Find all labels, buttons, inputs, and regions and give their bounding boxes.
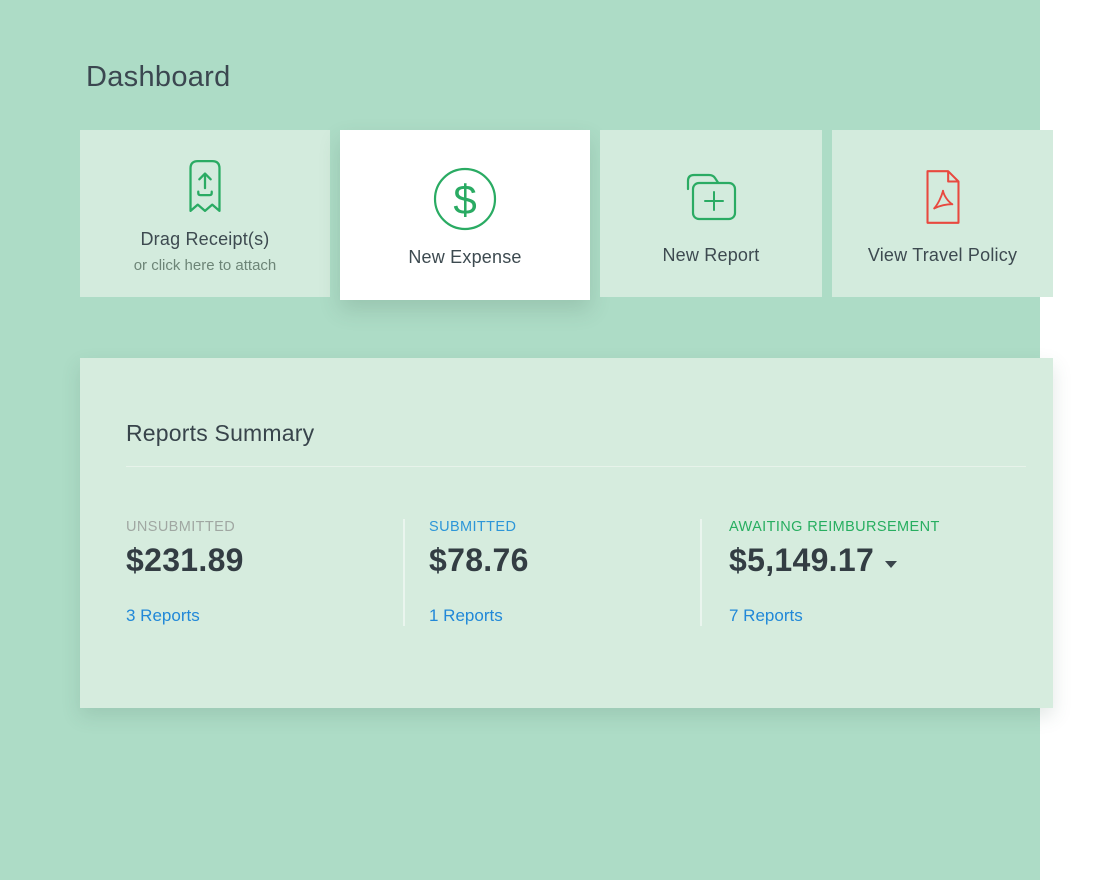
new-expense-label: New Expense xyxy=(408,246,522,267)
reports-summary-panel: Reports Summary UNSUBMITTED $231.89 3 Re… xyxy=(80,358,1053,708)
stat-awaiting-reimbursement: AWAITING REIMBURSEMENT $5,149.17 7 Repor… xyxy=(700,519,1053,626)
pdf-document-icon xyxy=(919,161,967,233)
stat-submitted: SUBMITTED $78.76 1 Reports xyxy=(403,519,700,626)
stat-unsubmitted-amount: $231.89 xyxy=(126,542,244,578)
stat-awaiting-label: AWAITING REIMBURSEMENT xyxy=(729,519,940,535)
reports-summary-title: Reports Summary xyxy=(126,420,315,446)
chevron-down-icon[interactable] xyxy=(885,561,898,568)
stat-unsubmitted: UNSUBMITTED $231.89 3 Reports xyxy=(126,519,403,626)
drag-receipts-label: Drag Receipt(s) xyxy=(140,229,270,249)
drag-receipts-sublabel: or click here to attach xyxy=(133,257,277,274)
folder-plus-icon xyxy=(675,161,747,233)
new-expense-card[interactable]: $ New Expense xyxy=(340,130,590,300)
stat-unsubmitted-reports-link[interactable]: 3 Reports xyxy=(126,606,200,625)
reports-stats-row: UNSUBMITTED $231.89 3 Reports SUBMITTED … xyxy=(126,519,1053,626)
page-title: Dashboard xyxy=(86,61,231,93)
stat-submitted-label: SUBMITTED xyxy=(429,519,517,535)
receipt-upload-icon xyxy=(182,153,228,219)
stat-awaiting-amount: $5,149.17 xyxy=(729,542,875,578)
stat-submitted-reports-link[interactable]: 1 Reports xyxy=(429,606,503,625)
stat-awaiting-reports-link[interactable]: 7 Reports xyxy=(729,606,803,625)
new-report-card[interactable]: New Report xyxy=(600,130,822,297)
svg-text:$: $ xyxy=(453,176,476,223)
dollar-circle-icon: $ xyxy=(432,163,498,235)
quick-actions-row: Drag Receipt(s) or click here to attach … xyxy=(80,130,1053,300)
view-travel-policy-card[interactable]: View Travel Policy xyxy=(832,130,1053,297)
view-travel-policy-label: View Travel Policy xyxy=(867,245,1018,265)
stat-unsubmitted-label: UNSUBMITTED xyxy=(126,519,236,535)
stat-submitted-amount: $78.76 xyxy=(429,542,529,578)
new-report-label: New Report xyxy=(662,245,760,265)
drag-receipts-card[interactable]: Drag Receipt(s) or click here to attach xyxy=(80,130,330,297)
panel-divider xyxy=(126,466,1026,467)
